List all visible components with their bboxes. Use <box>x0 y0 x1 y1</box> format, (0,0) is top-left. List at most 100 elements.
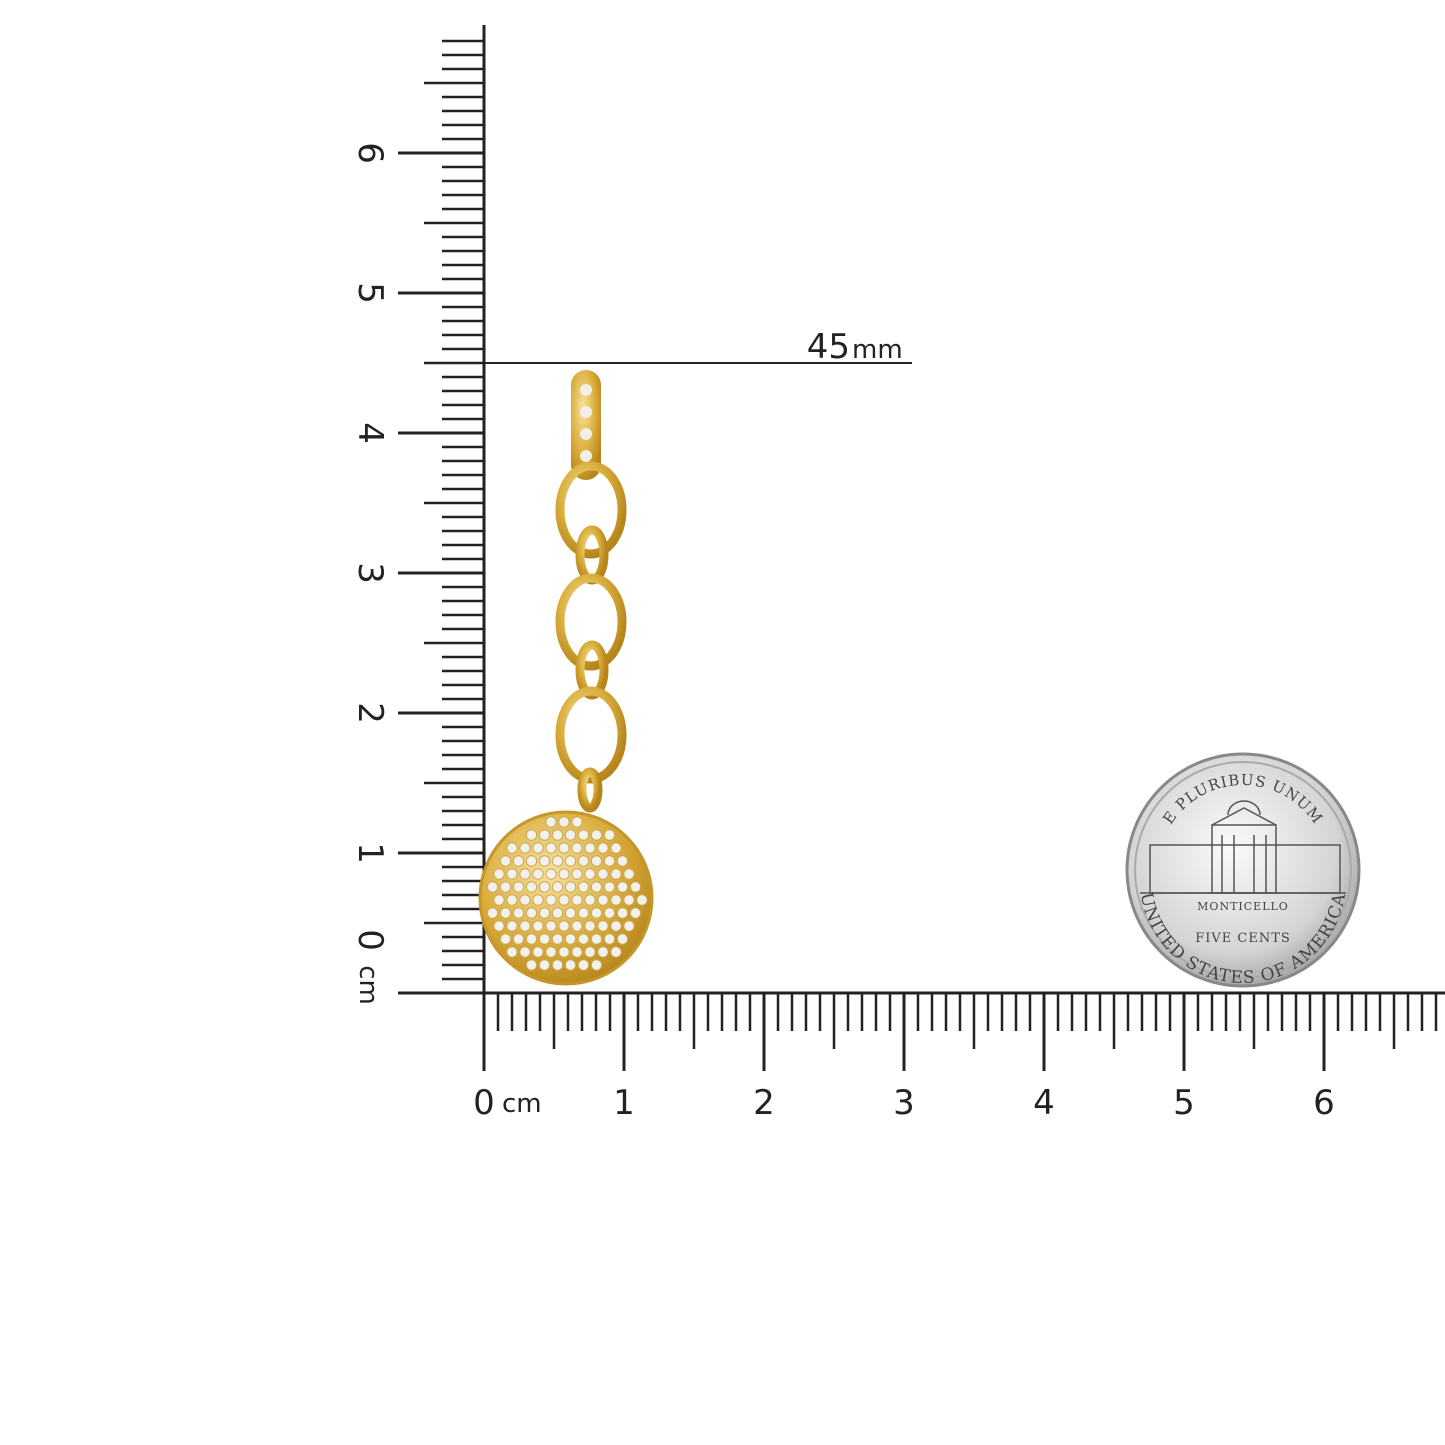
stone <box>538 881 551 893</box>
stone <box>590 907 603 919</box>
measure-unit: mm <box>852 335 903 365</box>
stone <box>590 881 603 893</box>
v-ruler-label: 2 <box>350 702 390 724</box>
stone <box>532 894 544 906</box>
stone <box>571 868 583 880</box>
stone <box>519 946 531 958</box>
h-ruler-label: 1 <box>613 1083 635 1123</box>
stone <box>506 842 518 854</box>
stone <box>499 907 512 919</box>
stone <box>584 946 596 958</box>
stone <box>610 894 622 906</box>
stone <box>538 933 551 945</box>
stone <box>493 894 505 906</box>
stone <box>558 842 570 854</box>
v-ruler-label: 3 <box>350 562 390 584</box>
stone <box>532 842 544 854</box>
stone <box>525 959 538 971</box>
pave-stones <box>486 816 648 971</box>
v-ruler-label: 5 <box>350 282 390 304</box>
stone <box>610 868 622 880</box>
stone <box>551 959 564 971</box>
stone <box>512 933 525 945</box>
stone <box>558 946 570 958</box>
stone <box>577 881 590 893</box>
stone <box>564 959 577 971</box>
stone <box>558 894 570 906</box>
stone <box>590 959 603 971</box>
measure-value: 45 <box>807 327 850 367</box>
stone <box>506 946 518 958</box>
stone <box>636 894 648 906</box>
stone <box>506 920 518 932</box>
stone <box>545 920 557 932</box>
stone <box>558 920 570 932</box>
stone <box>519 868 531 880</box>
stone <box>545 816 557 828</box>
stone <box>584 920 596 932</box>
stone <box>603 907 616 919</box>
stone <box>577 907 590 919</box>
v-ruler-label: 6 <box>350 142 390 164</box>
stone <box>623 894 635 906</box>
stone <box>603 829 616 841</box>
stone <box>493 920 505 932</box>
stone <box>512 855 525 867</box>
stone <box>571 842 583 854</box>
stone <box>564 933 577 945</box>
h-ruler-label: 6 <box>1313 1083 1335 1123</box>
v-ruler-label: 0 <box>350 929 390 951</box>
stone <box>499 933 512 945</box>
stone <box>584 868 596 880</box>
stone <box>603 881 616 893</box>
stone <box>538 959 551 971</box>
stone <box>499 881 512 893</box>
stone <box>512 907 525 919</box>
stone <box>564 907 577 919</box>
rulers <box>398 25 1445 1071</box>
stone <box>486 907 499 919</box>
stone <box>597 894 609 906</box>
stone <box>590 933 603 945</box>
stone <box>525 907 538 919</box>
stone <box>525 829 538 841</box>
stone <box>597 842 609 854</box>
stone <box>616 855 629 867</box>
stone <box>610 946 622 958</box>
stone <box>545 946 557 958</box>
stone <box>623 868 635 880</box>
stone <box>623 920 635 932</box>
stone <box>486 881 499 893</box>
h-ruler-label: 4 <box>1033 1083 1055 1123</box>
stone <box>584 842 596 854</box>
stone <box>597 868 609 880</box>
stone <box>571 894 583 906</box>
stone <box>519 842 531 854</box>
stone <box>538 907 551 919</box>
h-ruler-label: 5 <box>1173 1083 1195 1123</box>
stone <box>616 907 629 919</box>
stone <box>551 855 564 867</box>
stone <box>577 855 590 867</box>
v-ruler-unit: cm <box>353 965 383 1005</box>
stone <box>545 868 557 880</box>
stone <box>577 933 590 945</box>
stone <box>616 881 629 893</box>
stone <box>551 881 564 893</box>
v-ruler-label: 1 <box>350 842 390 864</box>
stone <box>597 946 609 958</box>
stone <box>577 829 590 841</box>
stone <box>545 842 557 854</box>
stone <box>590 829 603 841</box>
h-ruler-label: 0 <box>473 1083 495 1123</box>
stone <box>532 946 544 958</box>
stone <box>506 868 518 880</box>
stone <box>558 816 570 828</box>
stone <box>577 959 590 971</box>
stone <box>519 894 531 906</box>
stone <box>538 855 551 867</box>
stone <box>629 881 642 893</box>
stone <box>499 855 512 867</box>
